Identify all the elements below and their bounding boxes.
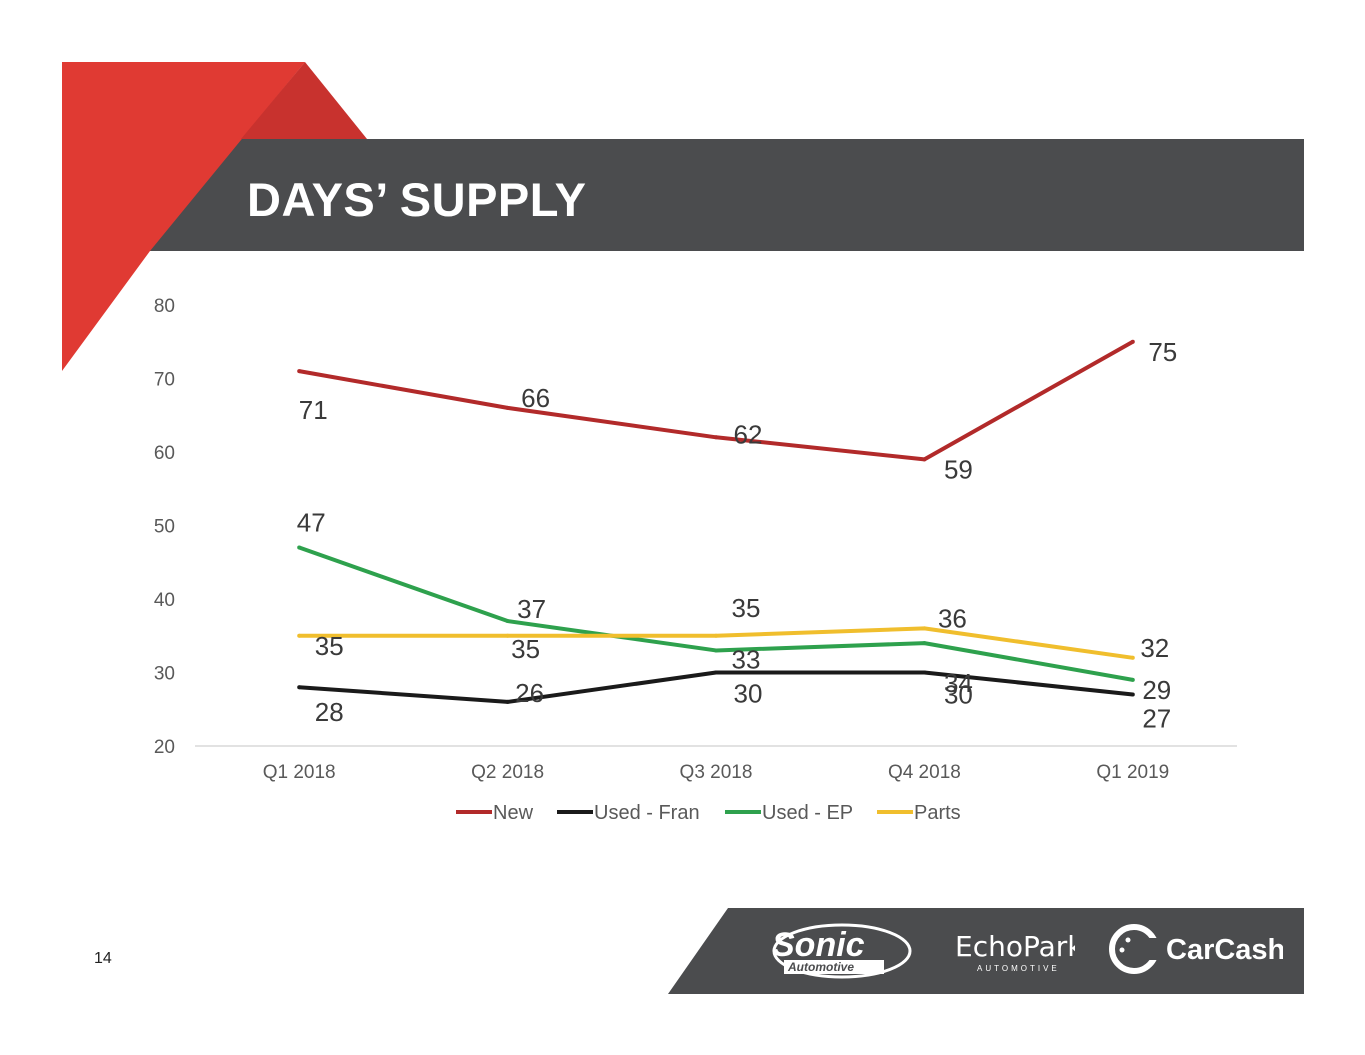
header-decoration [62, 62, 1304, 371]
data-label-new: 75 [1148, 337, 1177, 367]
data-point-used-fran [922, 670, 927, 675]
data-label-new: 59 [944, 454, 973, 484]
legend-label-new: New [493, 802, 534, 824]
x-tick-label: Q3 2018 [680, 762, 753, 783]
data-label-used-ep: 33 [732, 644, 761, 674]
y-tick-label: 60 [154, 443, 175, 464]
data-point-used-fran [1130, 692, 1135, 697]
legend-label-used-fran: Used - Fran [594, 802, 700, 824]
data-label-used-fran: 30 [734, 679, 763, 709]
data-point-new [505, 405, 510, 410]
series-line-new [298, 340, 1134, 462]
data-point-new [922, 457, 927, 462]
y-tick-label: 80 [154, 296, 175, 317]
svg-text:Sonic: Sonic [772, 926, 865, 964]
data-point-used-ep [1130, 677, 1135, 682]
days-supply-chart: 20 30 40 50 60 70 80 Q1 2018 Q2 2018 Q3 2018 Q4 20… [154, 296, 1237, 824]
data-point-parts [1130, 655, 1135, 660]
x-tick-label: Q4 2018 [888, 762, 961, 783]
svg-text:EchoPark: EchoPark [955, 930, 1075, 963]
data-label-new: 66 [521, 383, 550, 413]
legend: New Used - Fran Used - EP Parts [456, 802, 961, 824]
y-tick-label: 30 [154, 664, 175, 685]
y-tick-label: 50 [154, 517, 175, 538]
data-label-parts: 32 [1140, 633, 1169, 663]
data-label-used-ep: 34 [944, 668, 973, 698]
data-label-new: 62 [734, 419, 763, 449]
carcash-logo: CarCash [1109, 924, 1283, 974]
data-label-used-ep: 29 [1142, 675, 1171, 705]
data-point-used-ep [714, 648, 718, 653]
series-lines [297, 339, 1135, 704]
data-label-parts: 35 [315, 631, 344, 661]
slide-title: DAYS’ SUPPLY [247, 173, 587, 226]
data-point-new [714, 435, 718, 440]
svg-text:AUTOMOTIVE: AUTOMOTIVE [977, 964, 1060, 973]
data-point-used-ep [297, 545, 302, 550]
series-line-used-fran [299, 670, 1134, 704]
data-point-parts [505, 633, 510, 638]
series-line-used-ep [298, 545, 1134, 682]
legend-label-used-ep: Used - EP [762, 802, 853, 824]
data-label-used-ep: 37 [517, 594, 546, 624]
svg-text:Automotive: Automotive [787, 960, 854, 974]
data-point-parts [297, 633, 302, 638]
data-label-used-fran: 30 [944, 680, 973, 710]
data-labels: 71 66 62 59 75 28 26 30 30 27 47 37 33 34 29 35 35 35 36 32 [297, 337, 1178, 734]
axes: 20 30 40 50 60 70 80 Q1 2018 Q2 2018 Q3 2018 Q4 20… [154, 296, 1237, 783]
x-tick-label: Q1 2018 [263, 762, 336, 783]
x-tick-label: Q1 2019 [1096, 762, 1169, 783]
data-label-parts: 35 [732, 593, 761, 623]
data-label-used-ep: 47 [297, 508, 326, 538]
data-label-used-fran: 28 [315, 697, 344, 727]
svg-text:CarCash: CarCash [1166, 934, 1283, 966]
data-point-new [297, 369, 302, 374]
data-label-new: 71 [299, 395, 328, 425]
data-point-new [1130, 339, 1135, 344]
data-label-parts: 36 [938, 603, 967, 633]
red-triangle-shadow [241, 62, 367, 139]
red-triangle-accent [62, 62, 305, 371]
data-point-used-ep [922, 641, 927, 646]
y-tick-label: 40 [154, 590, 175, 611]
x-tick-label: Q2 2018 [471, 762, 544, 783]
data-label-used-fran: 27 [1142, 704, 1171, 734]
data-point-used-fran [714, 670, 718, 675]
data-point-used-ep [505, 619, 510, 624]
title-band [150, 139, 1304, 251]
sonic-automotive-logo: Sonic Automotive [772, 923, 912, 979]
y-tick-label: 70 [154, 370, 175, 391]
data-point-parts [714, 633, 718, 638]
legend-label-parts: Parts [914, 802, 961, 824]
echopark-logo: EchoPark AUTOMOTIVE [955, 930, 1075, 973]
data-label-parts: 35 [511, 634, 540, 664]
data-label-used-fran: 26 [515, 678, 544, 708]
series-line-parts [299, 626, 1134, 660]
data-point-used-fran [297, 685, 302, 690]
y-tick-label: 20 [154, 737, 175, 758]
data-point-parts [922, 626, 927, 631]
page-number: 14 [94, 950, 112, 967]
data-point-used-fran [505, 699, 510, 704]
